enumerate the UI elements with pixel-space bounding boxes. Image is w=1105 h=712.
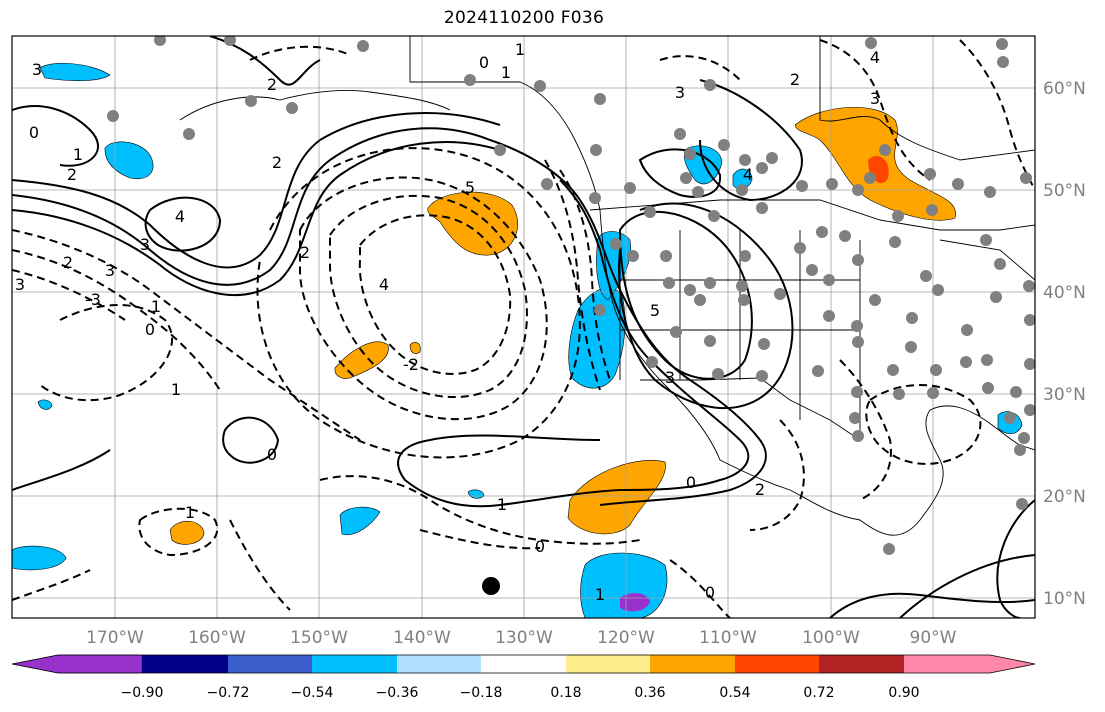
contour-label: 2	[63, 253, 73, 272]
map-frame	[11, 35, 1036, 619]
contour-label: 3	[870, 89, 880, 108]
lon-label: 140°W	[393, 628, 451, 648]
colorbar-outline	[11, 654, 1036, 674]
contour-label-group: 3 1 0 2 3 4 3 2 1 0 -3 3 1 2 4 5 2 1 4 3…	[15, 40, 1045, 604]
contour-label: 0	[267, 445, 277, 464]
lon-label: 130°W	[495, 628, 553, 648]
contour-label: 5	[650, 301, 660, 320]
contour-label: 2	[267, 75, 277, 94]
colorbar-tick-label: 0.18	[550, 685, 581, 701]
lon-label: 120°W	[597, 628, 655, 648]
longitude-labels: 170°W 160°W 150°W 140°W 130°W 120°W 110°…	[86, 628, 957, 648]
blue-region-aleutian	[104, 141, 154, 180]
lon-label: 150°W	[290, 628, 348, 648]
contour-label: 4	[870, 48, 880, 67]
contour-label: 1	[185, 503, 195, 522]
orange-region-tiny	[409, 342, 421, 354]
contour-label: 1	[171, 380, 181, 399]
lat-label: 20°N	[1043, 487, 1086, 507]
contour-label: 3	[140, 235, 150, 254]
colorbar-segment-3	[312, 655, 397, 673]
colorbar-segment-2	[228, 655, 312, 673]
contour-label: 2	[272, 153, 282, 172]
lon-label: 160°W	[188, 628, 246, 648]
lon-label: 90°W	[910, 628, 957, 648]
contour-label: 4	[175, 207, 185, 226]
lat-label: 10°N	[1043, 589, 1086, 609]
colorbar-segment-0	[11, 654, 143, 674]
blue-region-tiny2	[37, 399, 53, 410]
orange-region-hawaii	[334, 341, 389, 379]
colorbar-segment-7	[650, 655, 735, 673]
colorbar-tick-label: 0.36	[634, 685, 665, 701]
contour-label: 3	[675, 83, 685, 102]
colorbar-tick-label: −0.18	[460, 685, 503, 701]
colorbar-segment-5	[481, 655, 566, 673]
map-panel: 3 1 0 2 3 4 3 2 1 0 -3 3 1 2 4 5 2 1 4 3…	[12, 36, 1045, 618]
contour-label: 3	[15, 275, 25, 294]
blue-region-central-south	[339, 506, 381, 536]
colorbar-segment-4	[397, 655, 481, 673]
lon-label: 100°W	[802, 628, 860, 648]
colorbar-segment-1	[142, 655, 228, 673]
contour-label: 3	[105, 261, 115, 280]
colorbar-tick-label: 0.72	[803, 685, 834, 701]
contour-label: 2	[790, 70, 800, 89]
colorbar: −0.90 −0.72 −0.54 −0.36 −0.18 0.18 0.36 …	[11, 654, 1036, 701]
blue-region-southwest	[12, 545, 67, 571]
colorbar-segment-6	[566, 655, 650, 673]
latitude-labels: 60°N 50°N 40°N 30°N 20°N 10°N	[1043, 79, 1086, 609]
map-title: 2024110200 F036	[443, 8, 605, 28]
lon-label: 110°W	[699, 628, 757, 648]
contour-label: 3	[665, 368, 675, 387]
colorbar-tick-label: −0.36	[376, 685, 419, 701]
contour-label: 1	[73, 145, 83, 164]
colorbar-tick-label: −0.90	[121, 685, 164, 701]
contour-label: 1	[595, 585, 605, 604]
orange-region-south	[169, 520, 205, 545]
station-markers	[107, 36, 1035, 555]
contour-label: 0	[535, 537, 545, 556]
colorbar-tick-label: −0.54	[291, 685, 334, 701]
contour-label: 0	[29, 123, 39, 142]
colorbar-segment-10	[904, 655, 1035, 673]
contour-label: 4	[743, 165, 753, 184]
lat-label: 40°N	[1043, 283, 1086, 303]
contour-label: 0	[705, 583, 715, 602]
lat-label: 50°N	[1043, 181, 1086, 201]
contour-label: 1	[151, 297, 161, 316]
contour-label: 2	[67, 165, 77, 184]
colorbar-segment-8	[735, 655, 819, 673]
contour-label: 3	[32, 60, 42, 79]
contour-label: 2	[755, 480, 765, 499]
contour-label: 1	[501, 63, 511, 82]
orange-region-pacific	[427, 191, 518, 256]
storm-marker	[482, 577, 500, 595]
contour-label: 1	[515, 40, 525, 59]
lat-label: 60°N	[1043, 79, 1086, 99]
lon-label: 170°W	[86, 628, 144, 648]
contour-label: -2	[403, 355, 419, 374]
colorbar-segment-9	[819, 655, 904, 673]
colorbar-tick-label: 0.54	[719, 685, 750, 701]
contour-label: 5	[465, 178, 475, 197]
contour-label: 1	[497, 495, 507, 514]
colorbar-tick-label: −0.72	[207, 685, 250, 701]
contour-label: 0	[686, 473, 696, 492]
contour-lines	[12, 36, 1035, 618]
blue-region-northwest	[39, 63, 111, 81]
blue-region-canada-small2	[732, 168, 753, 190]
contour-label: 4	[379, 275, 389, 294]
contour-label: 2	[300, 243, 310, 262]
lat-label: 30°N	[1043, 385, 1086, 405]
colorbar-tick-label: 0.90	[888, 685, 919, 701]
contour-label: 0	[479, 53, 489, 72]
contour-label: 1	[1035, 525, 1045, 544]
contour-label: -3	[85, 290, 101, 309]
contour-label: 0	[145, 320, 155, 339]
